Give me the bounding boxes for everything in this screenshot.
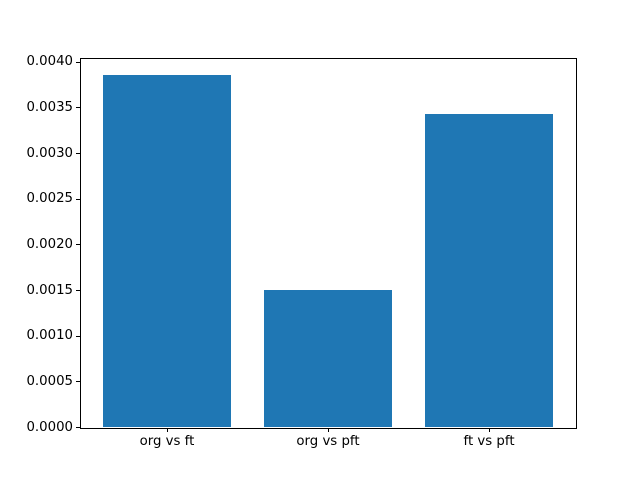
y-tick-label: 0.0030 — [26, 145, 73, 161]
x-tick-mark — [166, 428, 168, 432]
bar-ft-vs-pft — [424, 113, 554, 427]
y-tick-mark — [76, 427, 80, 428]
y-tick-label: 0.0020 — [26, 236, 73, 252]
y-tick-label: 0.0015 — [26, 282, 73, 298]
x-tick-label: ft vs pft — [463, 434, 515, 449]
bar-org-vs-ft — [102, 75, 232, 427]
x-tick-label: org vs ft — [139, 434, 195, 449]
y-tick-label: 0.0035 — [26, 99, 73, 115]
y-tick-label: 0.0010 — [26, 328, 73, 344]
y-tick-mark — [76, 61, 80, 63]
y-tick-mark — [76, 107, 80, 109]
bar-org-vs-pft — [263, 290, 393, 427]
y-tick-label: 0.0005 — [26, 373, 73, 389]
y-tick-mark — [76, 244, 80, 246]
y-tick-mark — [76, 198, 80, 200]
y-tick-label: 0.0040 — [26, 54, 73, 70]
y-tick-label: 0.0000 — [26, 419, 73, 435]
y-tick-mark — [76, 381, 80, 383]
x-tick-mark — [328, 428, 329, 432]
y-tick-label: 0.0025 — [26, 191, 73, 207]
y-tick-mark — [76, 153, 80, 155]
y-tick-mark — [76, 335, 80, 337]
y-tick-mark — [76, 290, 80, 292]
x-tick-label: org vs pft — [296, 434, 360, 449]
x-tick-mark — [489, 428, 491, 432]
